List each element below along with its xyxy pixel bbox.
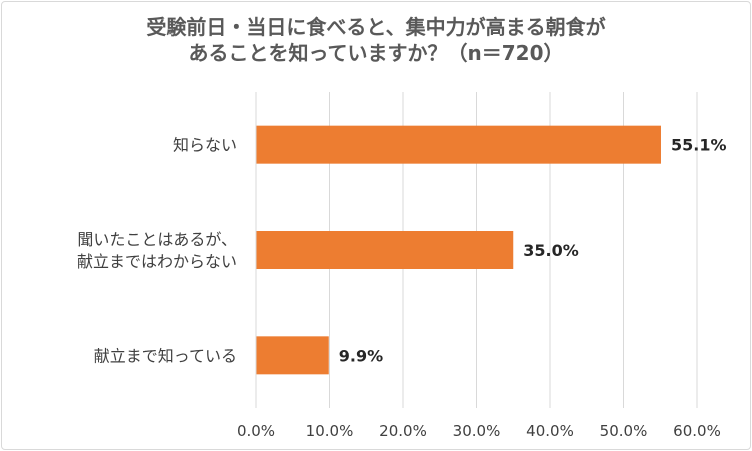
x-tick-label: 0.0% <box>237 422 275 440</box>
x-tick-label: 50.0% <box>600 422 648 440</box>
chart-title: 受験前日・当日に食べると、集中力が高まる朝食が あることを知っていますか？（n＝… <box>0 14 752 66</box>
x-tick-label: 30.0% <box>453 422 501 440</box>
data-label: 9.9% <box>339 346 383 365</box>
x-tick-label: 20.0% <box>379 422 427 440</box>
bar <box>256 336 329 375</box>
x-tick-label: 60.0% <box>673 422 721 440</box>
category-label: 聞いたことはあるが、 <box>77 230 237 249</box>
chart-title-line-1: 受験前日・当日に食べると、集中力が高まる朝食が <box>146 15 606 39</box>
bar <box>256 231 514 269</box>
chart-title-line-2: あることを知っていますか？（n＝720） <box>188 41 564 65</box>
bar <box>256 125 661 164</box>
category-label: 献立まではわからない <box>77 252 237 271</box>
data-label: 55.1% <box>671 136 727 155</box>
category-label: 献立まで知っている <box>94 346 237 365</box>
data-label: 35.0% <box>523 241 579 260</box>
x-tick-label: 40.0% <box>526 422 574 440</box>
x-tick-label: 10.0% <box>306 422 354 440</box>
category-label: 知らない <box>173 136 237 155</box>
